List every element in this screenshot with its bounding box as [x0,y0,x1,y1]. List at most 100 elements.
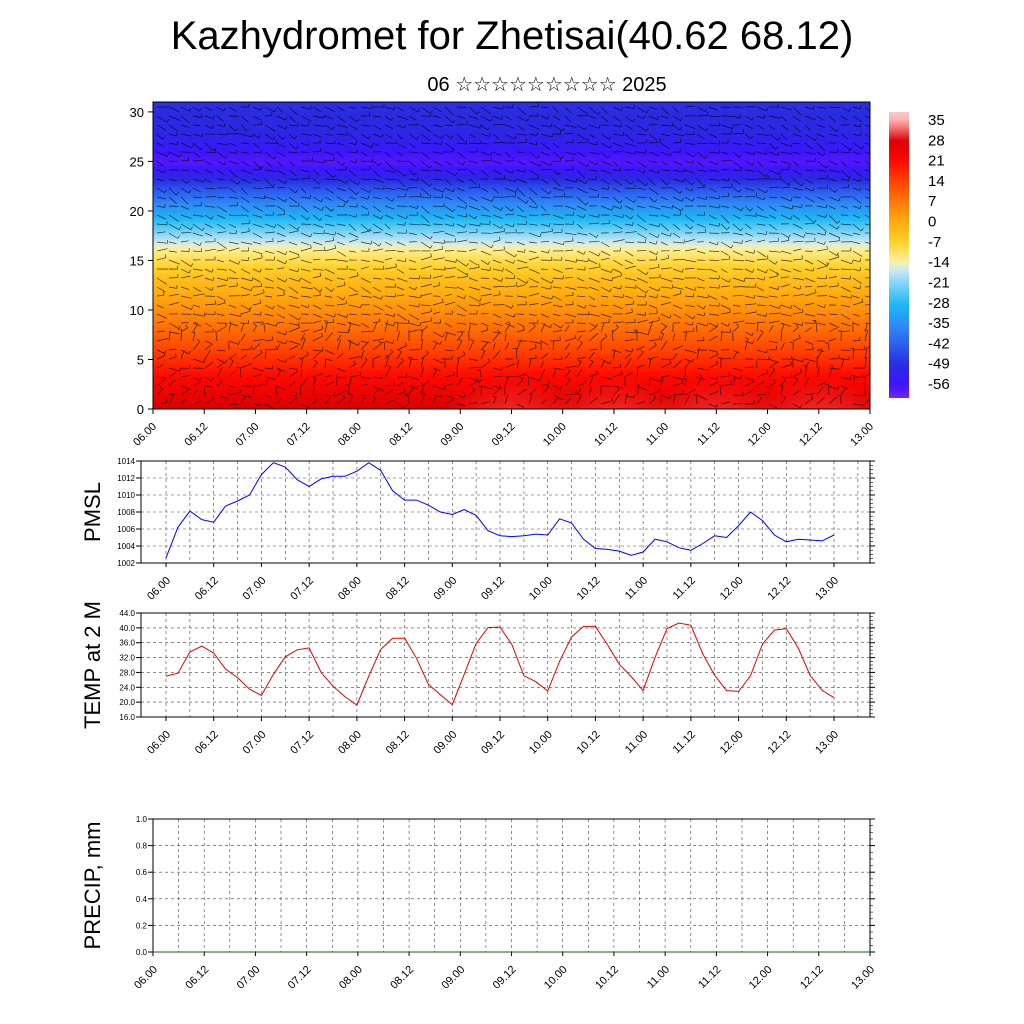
y-tick-label: 32.0 [119,654,135,663]
y-tick-label: 40.0 [119,624,135,633]
x-tick-label: 11.12 [671,575,698,602]
temp-panel: 16.0 20.0 24.0 28.0 32.0 36.0 40.0 44.0 06.00 06.… [80,601,875,757]
x-tick-label: 10.00 [527,575,555,603]
x-tick-label: 06.00 [145,575,173,603]
precip-panel: 0.0 0.2 0.4 0.6 0.8 1.0 06.00 06.12 07.00 07.12 08… [80,815,877,992]
x-tick-label: 12.12 [798,964,826,992]
grid-lines [141,612,870,718]
colorbar-label: -7 [928,234,941,251]
x-tick-label: 13.00 [813,729,841,757]
y-tick-label: 28.0 [119,668,135,677]
series-line [165,622,835,706]
x-tick-label: 13.00 [848,421,876,449]
heatmap-clip [153,102,870,409]
y-tick-label: 0.8 [136,842,148,851]
y-tick-label: 0.4 [136,895,148,904]
x-tick-label: 06.12 [193,575,221,603]
x-tick-label: 11.12 [695,421,722,448]
y-tick-label: 1010 [117,491,135,500]
x-tick-label: 10.00 [541,421,569,449]
x-tick-label: 12.00 [718,575,746,603]
y-tick-label: 44.0 [119,609,135,618]
y-tick-label: 1002 [117,559,135,568]
x-tick-label: 11.12 [671,729,698,756]
y-tick-label: 25 [130,154,144,169]
x-tick-label: 09.00 [439,964,467,992]
x-tick-label: 09.12 [491,964,519,992]
x-tick-label: 08.00 [336,421,364,449]
y-tick-label: 30 [130,105,144,120]
colorbar-label: 14 [928,173,945,190]
x-tick-label: 10.00 [542,964,570,992]
colorbar-label: -42 [928,335,950,352]
colorbar-label: -35 [928,315,950,332]
colorbar-label: -49 [928,356,950,373]
x-tick-label: 11.00 [644,421,671,448]
x-tick-label: 10.12 [592,421,620,449]
colorbar-label: 35 [928,112,945,129]
colorbar-label: -14 [928,254,950,271]
x-tick-label: 11.00 [623,729,650,756]
x-tick-label: 07.12 [286,964,314,992]
x-tick-label: 07.00 [241,729,269,757]
x-tick-label: 09.12 [490,421,518,449]
chart-subtitle: 06 ☆☆☆☆☆☆☆☆☆ 2025 [427,74,667,96]
y-tick-label: 1012 [117,474,135,483]
y-tick-label: 36.0 [119,639,135,648]
x-tick-label: 11.00 [645,964,672,991]
x-tick-label: 08.00 [337,964,365,992]
x-tick-label: 11.12 [696,964,723,991]
x-tick-label: 12.00 [747,964,775,992]
x-tick-label: 07.12 [288,575,316,603]
y-tick-label: 1006 [117,525,135,534]
x-tick-label: 09.00 [431,729,459,757]
x-tick-label: 06.12 [183,964,211,992]
colorbar-label: -56 [928,376,950,393]
x-tick-label: 09.00 [438,421,466,449]
warm-surface-region [756,344,870,409]
x-tick-label: 12.00 [746,421,774,449]
x-tick-label: 09.00 [431,575,459,603]
x-tick-label: 10.12 [575,575,603,603]
x-tick-label: 06.12 [193,729,221,757]
colorbar-label: 21 [928,153,945,170]
x-tick-label: 08.12 [388,964,416,992]
x-tick-label: 13.00 [849,964,877,992]
x-tick-label: 06.12 [182,421,210,449]
x-tick-label: 08.12 [384,575,412,603]
x-tick-label: 12.00 [718,729,746,757]
x-tick-label: 09.12 [479,729,507,757]
x-tick-label: 10.12 [593,964,621,992]
chart-title: Kazhydromet for Zhetisai(40.62 68.12) [170,14,854,58]
y-tick-label: 1008 [117,508,135,517]
x-tick-label: 07.00 [234,421,262,449]
x-tick-label: 08.00 [336,729,364,757]
y-axis-label: PRECIP, mm [80,822,105,950]
x-tick-label: 06.00 [131,421,159,449]
colorbar-strip [889,112,909,398]
y-tick-label: 0 [137,402,144,417]
pmsl-panel: 1002 1004 1006 1008 1010 1012 1014 06.00 06.12 07… [80,457,875,603]
y-tick-label: 0.2 [136,921,148,930]
x-tick-label: 07.12 [285,421,313,449]
colorbar-label: 7 [928,193,936,210]
y-tick-label: 1004 [117,542,135,551]
x-tick-label: 06.00 [145,729,173,757]
colorbar-label: 0 [928,214,936,231]
x-tick-label: 10.00 [527,729,555,757]
y-tick-label: 0.0 [136,948,148,957]
y-tick-label: 1014 [117,457,135,466]
x-tick-label: 12.12 [797,421,825,449]
grid-lines [141,460,870,564]
colorbar-label: -21 [928,274,950,291]
y-tick-label: 20.0 [119,698,135,707]
panel-frame [140,612,871,718]
x-tick-label: 08.12 [387,421,415,449]
x-tick-label: 12.12 [765,729,793,757]
y-axis-label: TEMP at 2 M [80,601,105,729]
colorbar-label: 28 [928,132,945,149]
x-tick-label: 10.12 [575,729,603,757]
y-tick-label: 20 [130,204,144,219]
colorbar-label: -28 [928,295,950,312]
